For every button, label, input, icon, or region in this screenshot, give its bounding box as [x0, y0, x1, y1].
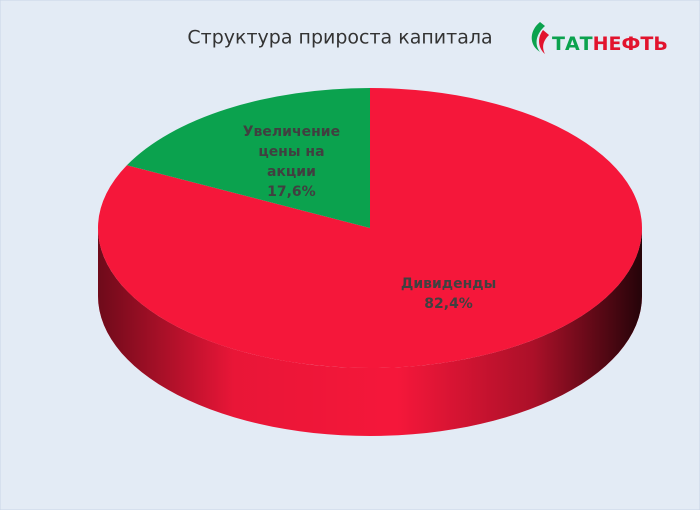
- data-label: Дивиденды 82,4%: [374, 274, 524, 314]
- value-label: 17,6%: [267, 184, 316, 201]
- logo-flame-red: [539, 30, 549, 54]
- side-shade: [98, 228, 642, 436]
- chart-title: Структура прироста капитала: [187, 27, 492, 49]
- logo-part: ТАТ: [552, 33, 593, 55]
- slice: [126, 88, 371, 228]
- label-box: Увеличение цены на акции 17,6%: [216, 122, 366, 202]
- pie: Дивиденды 82,4% Увеличение цены на акции 17…: [97, 88, 642, 436]
- category-label: Дивиденды: [400, 275, 497, 292]
- category-label: Увеличение цены на акции: [242, 124, 341, 181]
- data-label: Увеличение цены на акции 17,6%: [216, 122, 366, 202]
- logo-part: НЕФТЬ: [593, 33, 668, 55]
- logo: ТАТНЕФТЬ: [531, 22, 668, 55]
- logo-text: ТАТНЕФТЬ: [552, 33, 668, 55]
- label-box: Дивиденды 82,4%: [374, 274, 524, 314]
- value-label: 82,4%: [424, 295, 473, 312]
- logo-flame-green: [531, 22, 545, 52]
